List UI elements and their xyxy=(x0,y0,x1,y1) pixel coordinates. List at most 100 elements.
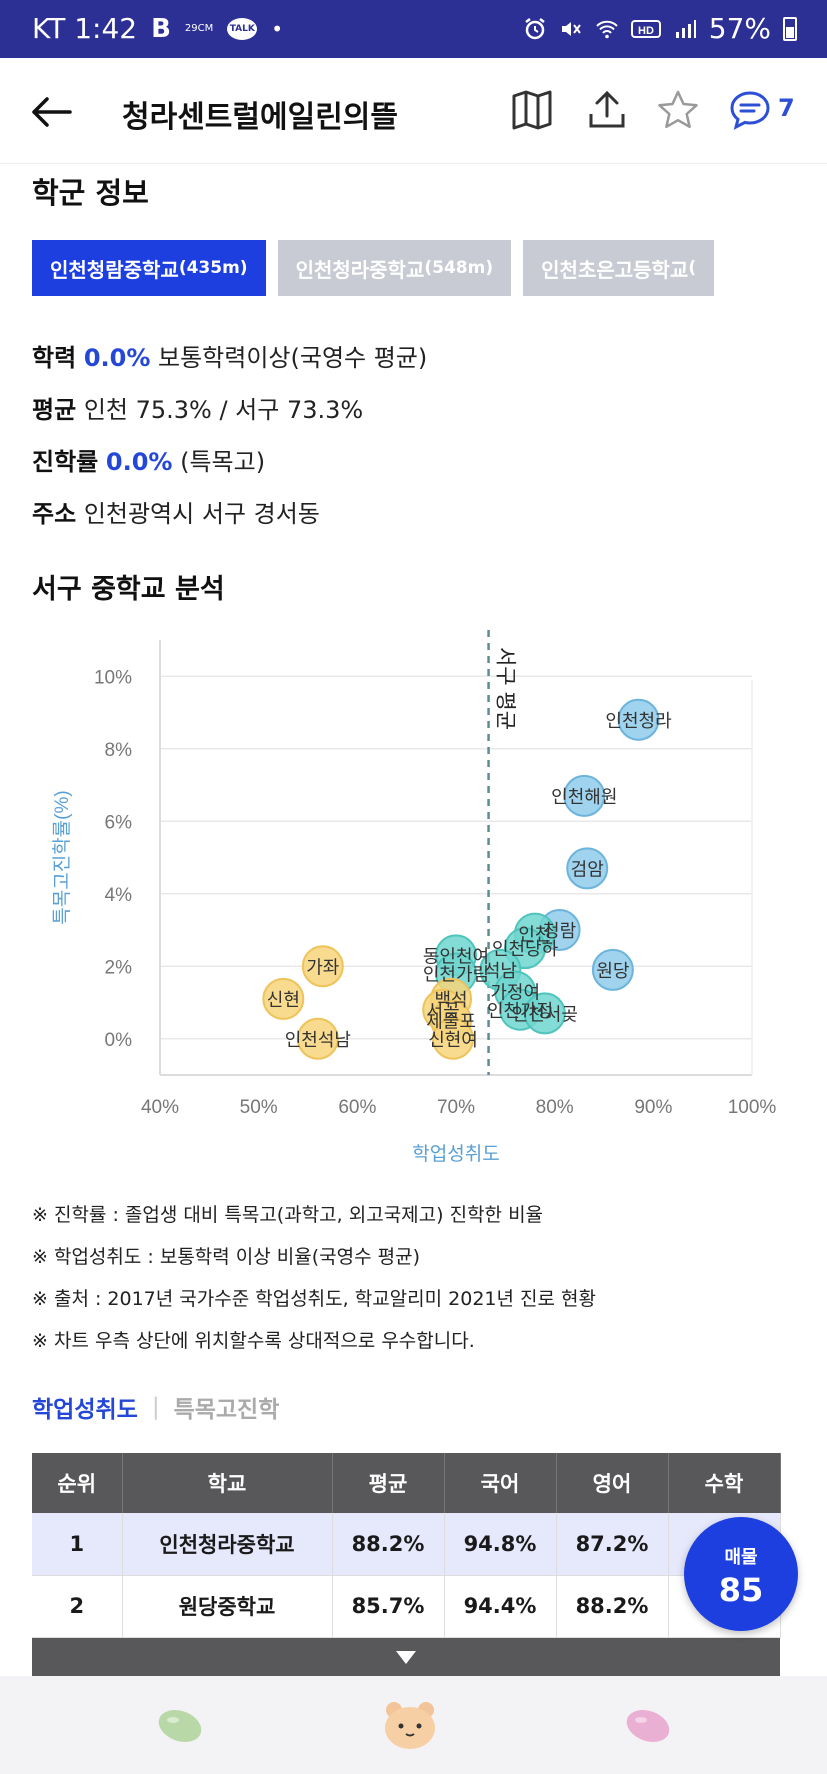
y-tick-label: 6% xyxy=(105,812,133,833)
school-tab-name: 인천청라중학교 xyxy=(295,257,425,282)
status-left: KT 1:42 B 29CM TALK • xyxy=(32,12,283,45)
column-header: 학교 xyxy=(122,1453,333,1513)
achievement-line: 학력 0.0% 보통학력이상(국영수 평균) xyxy=(32,338,427,373)
tab-special-school[interactable]: 특목고진학 xyxy=(173,1397,280,1423)
y-axis-label: 특목고진학률(%) xyxy=(51,790,73,924)
green-bean-icon[interactable] xyxy=(150,1698,210,1752)
school-tab-name: 인천청람중학교 xyxy=(50,257,179,282)
data-point-label: 동인천여 xyxy=(423,946,489,966)
mute-icon xyxy=(561,21,581,36)
kakaotalk-icon: TALK xyxy=(227,17,258,40)
x-tick-label: 100% xyxy=(728,1097,777,1118)
hd-icon: HD xyxy=(630,19,661,38)
column-header: 순위 xyxy=(32,1453,123,1513)
svg-text:HD: HD xyxy=(638,25,654,37)
map-icon[interactable] xyxy=(510,88,554,132)
data-point-label: 인천가정 xyxy=(487,1001,553,1021)
data-point-label: 신현여 xyxy=(428,1030,478,1050)
data-point-label: 인천 xyxy=(518,925,551,945)
share-icon[interactable] xyxy=(585,88,629,132)
analysis-title: 서구 중학교 분석 xyxy=(32,574,225,605)
data-point-label: 가정여 xyxy=(490,983,540,1003)
chat-icon[interactable] xyxy=(728,88,772,132)
data-point-label: 청람 xyxy=(543,921,576,941)
eng-cell: 87.2% xyxy=(556,1513,669,1576)
avg-cell: 85.7% xyxy=(332,1575,445,1638)
x-tick-label: 50% xyxy=(240,1097,278,1118)
x-tick-label: 90% xyxy=(634,1097,672,1118)
kor-cell: 94.8% xyxy=(444,1513,557,1576)
y-tick-label: 10% xyxy=(94,667,132,688)
notification-dot: • xyxy=(271,16,284,41)
battery-icon xyxy=(783,16,797,41)
table-header-row: 순위 학교 평균 국어 영어 수학 xyxy=(32,1453,781,1513)
data-point-label: 인천당하 xyxy=(492,939,559,959)
data-point xyxy=(566,847,609,890)
reference-line-label: 서구 평균 xyxy=(494,647,517,730)
table-row[interactable]: 2 원당중학교 85.7% 94.4% 88.2% 7 xyxy=(32,1575,781,1638)
data-point-label: 가좌 xyxy=(306,957,339,977)
pink-bean-icon[interactable] xyxy=(618,1698,678,1752)
advance-desc: (특목고) xyxy=(180,448,266,476)
advance-line: 진학률 0.0% (특목고) xyxy=(32,442,265,477)
avg-cell: 88.2% xyxy=(332,1513,445,1576)
data-point-label: 원당 xyxy=(596,961,629,981)
achievement-desc: 보통학력이상(국영수 평균) xyxy=(158,344,428,372)
address-label: 주소 xyxy=(32,500,77,528)
address-text: 인천광역시 서구 경서동 xyxy=(83,500,320,528)
y-tick-label: 0% xyxy=(105,1030,133,1051)
status-right: HD 57% xyxy=(523,12,797,45)
scatter-chart: 0% 2% 4% 6% 8% 10% 40% 50% 60% 70% 80% 90% 100% 학업성취도… xyxy=(51,630,777,1165)
y-tick-label: 8% xyxy=(105,740,133,761)
carrier-time: KT 1:42 xyxy=(32,12,138,45)
school-cell: 원당중학교 xyxy=(122,1575,333,1638)
column-header: 수학 xyxy=(668,1453,781,1513)
status-bar: KT 1:42 B 29CM TALK • HD 57% xyxy=(0,0,827,58)
wifi-icon xyxy=(596,20,618,38)
data-point xyxy=(432,1017,475,1060)
column-header: 평균 xyxy=(332,1453,445,1513)
rank-cell: 1 xyxy=(32,1513,123,1576)
app-header: 청라센트럴에일린의뜰 7 xyxy=(0,58,827,164)
page-title: 청라센트럴에일린의뜰 xyxy=(122,100,398,135)
data-point xyxy=(523,992,566,1035)
x-tick-label: 70% xyxy=(437,1097,475,1118)
expand-table-button[interactable] xyxy=(32,1638,780,1676)
tab-achievement[interactable]: 학업성취도 xyxy=(32,1397,138,1423)
data-point-label: 검암 xyxy=(571,859,604,879)
note-line: ※ 출처 : 2017년 국가수준 학업성취도, 학교알리미 2021년 진로 … xyxy=(32,1288,596,1310)
data-point xyxy=(591,948,634,991)
x-tick-label: 80% xyxy=(536,1097,574,1118)
data-point xyxy=(296,1017,339,1060)
school-tab-2[interactable]: 인천청라중학교 (548m) xyxy=(277,240,512,296)
chevron-down-icon xyxy=(396,1650,416,1664)
school-tab-1[interactable]: 인천청람중학교 (435m) xyxy=(32,240,266,296)
chat-count: 7 xyxy=(778,94,795,122)
listing-label: 매물 xyxy=(724,1547,758,1568)
table-row[interactable]: 1 인천청라중학교 88.2% 94.8% 87.2% 8 xyxy=(32,1513,781,1576)
data-point-label: 석남 xyxy=(484,961,517,981)
data-point xyxy=(262,977,305,1020)
school-tab-3[interactable]: 인천초은고등학교 ( xyxy=(523,240,715,296)
data-point xyxy=(563,774,606,817)
bear-face-icon[interactable] xyxy=(380,1698,440,1752)
back-arrow-icon[interactable] xyxy=(30,92,74,132)
listing-count: 85 xyxy=(718,1571,764,1609)
school-tab-dist: (435m) xyxy=(178,258,248,278)
average-text: 인천 75.3% / 서구 73.3% xyxy=(83,396,364,424)
data-point-label: 인천청라 xyxy=(605,711,672,731)
star-icon[interactable] xyxy=(656,88,700,132)
listing-badge-button[interactable]: 매물 85 xyxy=(684,1517,798,1631)
x-tick-label: 60% xyxy=(338,1097,376,1118)
school-tab-dist: ( xyxy=(688,258,697,278)
school-info-title: 학군 정보 xyxy=(32,176,149,210)
signal-icon xyxy=(675,19,696,38)
average-line: 평균 인천 75.3% / 서구 73.3% xyxy=(32,390,363,425)
data-point-label: 인천서곶 xyxy=(512,1004,578,1024)
school-tab-dist: (548m) xyxy=(424,258,494,278)
data-point-label: 인천해원 xyxy=(551,787,617,807)
school-cell: 인천청라중학교 xyxy=(122,1513,333,1576)
bottom-nav xyxy=(0,1676,827,1774)
temp-text: 29CM xyxy=(184,23,214,34)
school-tab-name: 인천초은고등학교 xyxy=(541,257,689,282)
